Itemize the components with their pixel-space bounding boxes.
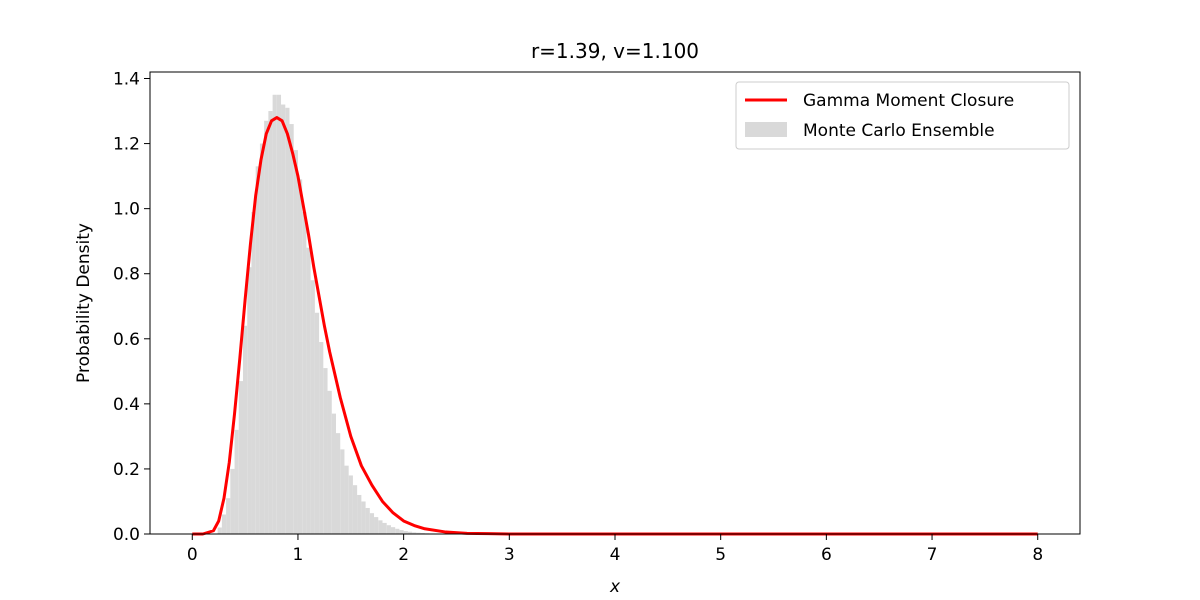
y-tick-label: 0.6: [113, 330, 140, 350]
histogram-bar: [365, 507, 370, 534]
y-tick-label: 0.8: [113, 265, 140, 285]
histogram-bar: [403, 531, 408, 534]
x-tick-label: 6: [821, 545, 832, 565]
histogram-bar: [386, 525, 391, 534]
x-tick-label: 4: [610, 545, 621, 565]
y-tick-label: 1.4: [113, 70, 140, 90]
y-tick-label: 1.0: [113, 200, 140, 220]
x-tick-label: 0: [187, 545, 198, 565]
x-axis-label: x: [609, 577, 621, 597]
histogram-bar: [407, 531, 413, 534]
x-tick-label: 7: [927, 545, 938, 565]
histogram-bar: [412, 532, 417, 534]
histogram-bar: [369, 513, 375, 534]
histogram-bar: [314, 312, 320, 534]
histogram-bar: [297, 179, 303, 534]
histogram-bar: [238, 381, 243, 534]
histogram-bar: [323, 368, 328, 534]
x-tick-label: 8: [1032, 545, 1043, 565]
histogram-bar: [357, 494, 362, 534]
x-tick-label: 1: [293, 545, 304, 565]
histogram-bar: [399, 530, 404, 534]
histogram-bar: [390, 527, 396, 534]
histogram-bar: [306, 247, 311, 535]
histogram-bar: [302, 211, 307, 534]
x-tick-label: 3: [504, 545, 515, 565]
histogram-bar: [327, 390, 332, 534]
histogram-bar: [276, 94, 282, 534]
y-tick-label: 1.2: [113, 135, 140, 155]
histogram-bar: [243, 325, 248, 534]
legend-label-gamma: Gamma Moment Closure: [803, 91, 1014, 111]
histogram-bar: [217, 527, 222, 534]
histogram-bar: [289, 124, 294, 534]
histogram-bar: [361, 501, 366, 534]
histogram-bars: [217, 94, 438, 535]
legend-box: [735, 81, 1070, 150]
histogram-bar: [340, 449, 345, 534]
histogram-bar: [251, 211, 256, 534]
histogram-bar: [255, 166, 260, 534]
histogram-bar: [416, 532, 421, 534]
histogram-bar: [247, 267, 252, 534]
histogram-bar: [331, 413, 336, 534]
legend-hist-swatch: [745, 122, 787, 137]
histogram-bar: [336, 433, 341, 534]
histogram-bar: [264, 120, 269, 534]
histogram-bar: [378, 520, 383, 534]
histogram-bar: [268, 111, 273, 535]
histogram-bar: [272, 94, 277, 534]
histogram-bar: [230, 468, 235, 534]
tick-marks: 0 1 2 3 4 5 6 7 8 0.0 0.2 0.4 0.6 0.8 1.0 1.2 1.4: [113, 70, 1043, 565]
histogram-bar: [374, 517, 379, 534]
histogram-bar: [221, 514, 227, 534]
histogram-bar: [310, 280, 315, 534]
histogram-bar: [281, 104, 286, 534]
y-tick-label: 0.2: [113, 460, 140, 480]
histogram-bar: [395, 528, 400, 534]
histogram-bar: [285, 107, 290, 535]
histogram-bar: [319, 342, 324, 534]
y-axis-label: Probability Density: [74, 223, 94, 383]
legend-label-monte-carlo: Monte Carlo Ensemble: [803, 121, 995, 141]
legend: Gamma Moment Closure Monte Carlo Ensembl…: [735, 81, 1070, 150]
histogram-bar: [344, 465, 349, 534]
x-tick-label: 2: [398, 545, 409, 565]
y-tick-label: 0.4: [113, 395, 140, 415]
histogram-bar: [348, 475, 353, 534]
histogram-bar: [259, 143, 265, 535]
histogram-bar: [234, 429, 239, 534]
histogram-bar: [352, 485, 358, 534]
y-tick-label: 0.0: [113, 525, 140, 545]
chart-title: r=1.39, v=1.100: [531, 39, 699, 63]
histogram-bar: [293, 150, 298, 534]
histogram-bar: [226, 498, 231, 534]
x-tick-label: 5: [715, 545, 726, 565]
histogram-bar: [382, 522, 387, 534]
